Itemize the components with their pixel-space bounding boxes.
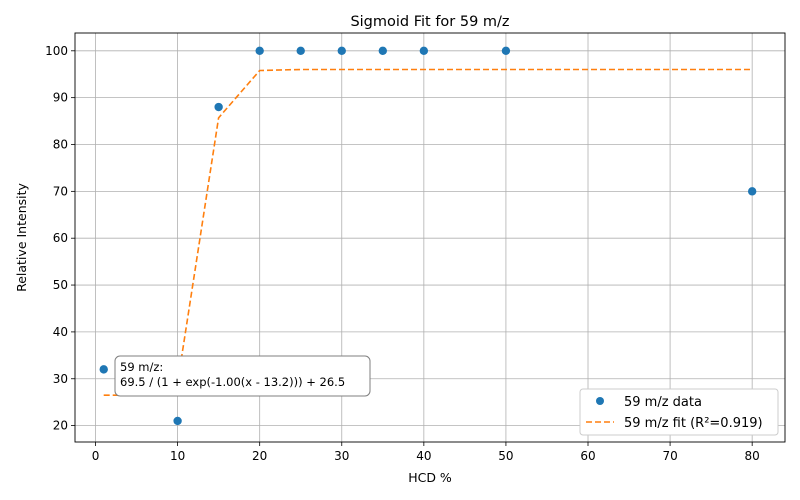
y-tick-label: 60	[53, 231, 68, 245]
x-tick-label: 40	[416, 449, 431, 463]
data-point	[419, 46, 429, 56]
data-point	[214, 102, 223, 112]
data-point	[378, 46, 388, 56]
y-tick-label: 100	[45, 44, 68, 58]
legend-box	[579, 388, 779, 436]
legend: 59 m/z data 59 m/z fit (R²=0.919)	[579, 388, 779, 436]
x-tick-label: 0	[92, 449, 100, 463]
data-point	[99, 365, 108, 374]
data-point	[501, 46, 511, 56]
data-point	[173, 416, 182, 426]
fit-curve-line	[103, 68, 753, 397]
x-tick-label: 50	[498, 449, 513, 463]
data-point	[255, 46, 264, 56]
legend-entry-fit: 59 m/z fit (R²=0.919)	[624, 416, 763, 431]
annotation-line-1: 59 m/z:	[120, 360, 163, 374]
y-tick-label: 90	[53, 91, 68, 105]
legend-entry-data: 59 m/z data	[624, 395, 702, 410]
x-tick-label: 30	[334, 449, 349, 463]
y-tick-label: 80	[53, 138, 68, 152]
y-tick-label: 30	[53, 372, 68, 386]
annotation-box	[114, 355, 371, 397]
data-point	[296, 46, 305, 56]
ticks: 0 10 20 30 40 50 60 70 80 20 30 40 50 60 70 80 90 100	[45, 44, 760, 463]
y-tick-label: 70	[53, 184, 68, 198]
x-tick-label: 70	[662, 449, 677, 463]
x-tick-label: 10	[170, 449, 185, 463]
y-tick-label: 20	[53, 419, 68, 433]
annotation-line-2: 69.5 / (1 + exp(-1.00(x - 13.2))) + 26.5	[120, 375, 345, 389]
x-tick-label: 80	[745, 449, 760, 463]
x-axis-label: HCD %	[408, 470, 452, 485]
legend-marker-data	[596, 397, 604, 405]
data-point	[337, 46, 346, 56]
x-tick-label: 20	[252, 449, 267, 463]
y-tick-label: 50	[53, 278, 68, 292]
fit-equation-annotation: 59 m/z: 69.5 / (1 + exp(-1.00(x - 13.2))…	[114, 355, 371, 397]
y-axis-label: Relative Intensity	[14, 183, 29, 292]
y-tick-label: 40	[53, 325, 68, 339]
plot-frame	[74, 32, 786, 443]
series-layer	[99, 46, 757, 426]
chart-title: Sigmoid Fit for 59 m/z	[350, 14, 509, 30]
data-point	[747, 187, 757, 196]
x-tick-label: 60	[580, 449, 595, 463]
